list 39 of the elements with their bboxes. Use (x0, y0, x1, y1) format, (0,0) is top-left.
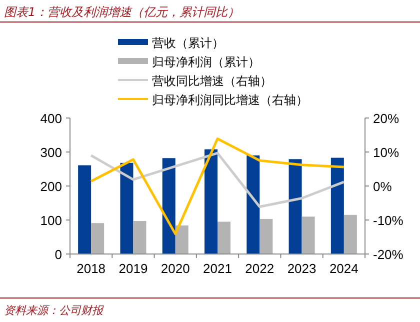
x-tick-label: 2019 (118, 261, 148, 276)
x-tick-label: 2023 (287, 261, 316, 276)
bar (175, 225, 188, 254)
legend-label: 营收同比增速（右轴） (152, 74, 272, 88)
bar (330, 158, 344, 254)
y-tick-label: 100 (40, 213, 62, 228)
legend-label: 归母净利润（累计） (152, 55, 260, 69)
bar (302, 216, 315, 254)
x-tick-label: 2020 (160, 261, 190, 276)
legend-label: 营收（累计） (152, 36, 224, 50)
bar (91, 223, 104, 254)
x-tick-label: 2021 (203, 261, 232, 276)
line-series (90, 137, 346, 236)
bar (133, 221, 146, 254)
y2-tick-label: -10% (373, 213, 404, 228)
chart-title: 图表1：营收及利润增速（亿元，累计同比） (4, 5, 240, 19)
bar (162, 158, 176, 254)
bar (344, 214, 357, 254)
y-tick-label: 300 (40, 145, 62, 160)
y-tick-label: 400 (40, 111, 62, 126)
y-tick-label: 200 (40, 179, 62, 194)
text: 资料来源：公司财报 (4, 304, 104, 317)
x-tick-label: 2022 (245, 261, 274, 276)
y2-tick-label: 0% (373, 179, 392, 194)
y2-tick-label: -20% (373, 247, 404, 262)
bar (260, 218, 273, 254)
x-tick-label: 2018 (76, 261, 106, 276)
line-series (90, 152, 346, 208)
x-tick-label: 2024 (329, 261, 358, 276)
bar (288, 159, 302, 254)
bar (246, 155, 260, 254)
bar (78, 165, 92, 254)
bar (120, 162, 134, 254)
bar (218, 222, 230, 254)
y-tick-label: 0 (54, 247, 62, 262)
bar (204, 149, 218, 254)
y2-tick-label: 20% (373, 111, 400, 126)
y2-tick-label: 10% (373, 145, 400, 160)
legend-label: 归母净利润同比增速（右轴） (152, 93, 308, 107)
